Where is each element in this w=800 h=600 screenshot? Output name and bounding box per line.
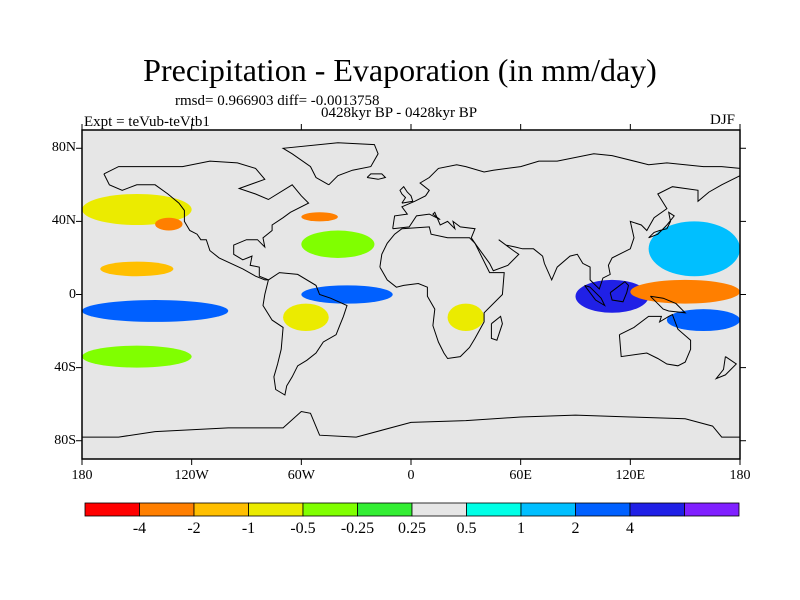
field-region-south-atlantic-cyan (337, 321, 430, 350)
colorbar-swatch (193, 502, 249, 517)
field-region-west-pacific-dry (630, 279, 740, 304)
colorbar-label: 0.25 (398, 520, 426, 537)
coastline-new-zealand (714, 356, 738, 380)
colorbar-label: 2 (571, 520, 580, 537)
colorbar-label: -1 (241, 520, 256, 537)
period-text: 0428kyr BP - 0428kyr BP (321, 105, 478, 121)
field-region-north-atlantic-red (301, 212, 338, 222)
coastline-greenland (281, 142, 379, 186)
coastline-sumatra (584, 284, 606, 307)
field-region-pacific-itcz-south (82, 299, 229, 322)
coastline-antarctica (82, 410, 740, 438)
coastline-iceland (366, 173, 387, 180)
colorbar (84, 502, 740, 517)
season-text: DJF (710, 112, 736, 128)
field-region-indian-ocean-cyan (484, 331, 594, 368)
x-tick-label: 120E (615, 468, 646, 483)
colorbar-swatch (629, 502, 685, 517)
colorbar-swatch (411, 502, 467, 517)
colorbar-swatch (139, 502, 195, 517)
coastline-madagascar (490, 315, 503, 341)
field-region-maritime-continent-wet (575, 279, 649, 313)
field-region-south-pacific-green (82, 345, 192, 368)
x-tick-label: 180 (729, 468, 751, 483)
x-tick-label: 60E (509, 468, 532, 483)
colorbar-label: -0.25 (340, 520, 375, 537)
plot-title: Precipitation - Evaporation (in mm/day) (143, 52, 657, 88)
colorbar-swatch (357, 502, 413, 517)
coastline-north-america (103, 160, 310, 281)
field-region-north-pacific-storm (82, 193, 192, 226)
coastline-south-america (262, 272, 348, 396)
field-region-atlantic-itcz (301, 285, 393, 304)
field-region-north-atlantic-green (301, 230, 375, 258)
field-region-south-pacific-convergence (666, 309, 740, 332)
colorbar-swatch (248, 502, 304, 517)
field-region-west-pacific-north-blue (648, 221, 740, 277)
y-tick-label: 40S (54, 359, 76, 375)
field-region-amazon-dry (283, 303, 329, 332)
y-tick-label: 80N (51, 140, 76, 156)
coastline-layer (82, 142, 740, 438)
colorbar-swatch (302, 502, 358, 517)
colorbar-label: -4 (132, 520, 147, 537)
colorbar-label: -0.5 (290, 520, 316, 537)
y-tick-label: 0 (69, 286, 76, 302)
colorbar-swatch (466, 502, 522, 517)
x-tick-label: 120W (174, 468, 209, 483)
coastline-great-britain (399, 185, 414, 204)
field-region-east-pacific-dry (100, 261, 174, 277)
colorbar-swatch (520, 502, 576, 517)
colorbar-label: 4 (626, 520, 634, 537)
colorbar-swatch (684, 502, 740, 517)
colorbar-label: -2 (187, 520, 201, 537)
coastline-africa (379, 226, 505, 360)
coastline-new-guinea (650, 295, 687, 314)
colorbar-label: 0.5 (456, 520, 477, 537)
field-region-north-pacific-red (155, 217, 183, 231)
experiment-text: Expt = teVub-teVtb1 (84, 114, 210, 130)
y-tick-label: 80S (54, 432, 76, 448)
coastline-japan (648, 211, 675, 239)
stats-text: rmsd= 0.966903 diff= -0.0013758 (175, 93, 380, 109)
coastline-australia (618, 313, 692, 367)
x-tick-label: 0 (407, 468, 415, 483)
field-region-pacific-itcz-band (82, 279, 247, 291)
field-region-africa-wet (447, 303, 485, 332)
colorbar-swatch (575, 502, 631, 517)
field-region-europe-cyan (392, 175, 485, 213)
coastline-borneo (609, 281, 630, 303)
coastline-eurasia (392, 153, 740, 290)
y-tick-label: 40N (51, 213, 76, 229)
x-tick-label: 60W (287, 468, 315, 483)
colorbar-label: 1 (517, 520, 525, 537)
colorbar-swatch (84, 502, 140, 517)
axis-ticks (76, 124, 746, 465)
x-tick-label: 180 (71, 468, 93, 483)
